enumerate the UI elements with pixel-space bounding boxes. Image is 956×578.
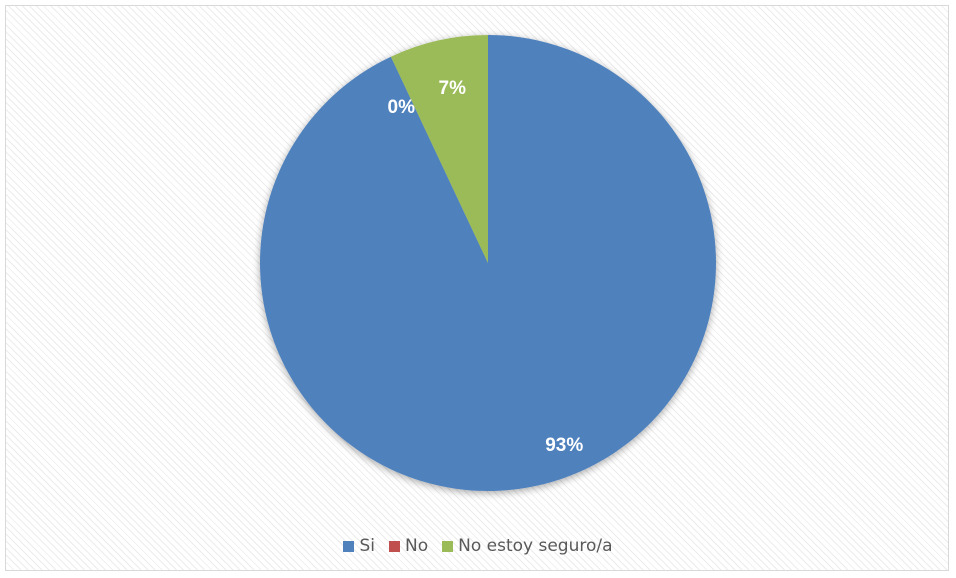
data-label-no: 0% xyxy=(388,97,416,118)
legend-item-no: No xyxy=(388,536,429,556)
legend-swatch xyxy=(343,540,355,552)
pie-slice-no-estoy-seguro-a xyxy=(390,35,488,263)
legend-item-si: Si xyxy=(343,536,375,556)
legend-label: Si xyxy=(359,536,375,556)
legend-label: No xyxy=(404,536,429,556)
legend-label: No estoy seguro/a xyxy=(458,536,613,556)
data-label-si: 93% xyxy=(545,435,583,456)
legend-swatch xyxy=(442,540,454,552)
legend-item-no-estoy-seguro-a: No estoy seguro/a xyxy=(442,536,613,556)
legend: Si No No estoy seguro/a xyxy=(0,536,956,556)
legend-swatch xyxy=(388,540,400,552)
data-label-no-estoy-seguro-a: 7% xyxy=(439,78,467,99)
pie-slice-si xyxy=(259,35,716,491)
